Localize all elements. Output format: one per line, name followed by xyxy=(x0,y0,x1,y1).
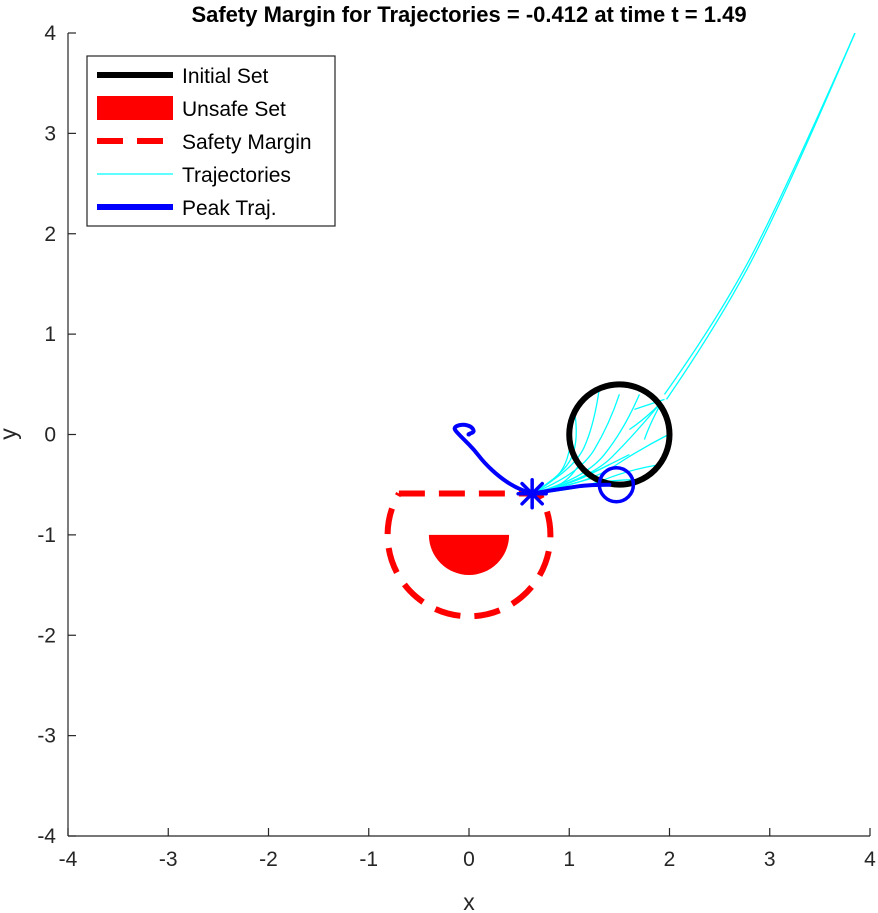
x-tick-label-2: -2 xyxy=(259,848,278,871)
x-tick-label-3: -1 xyxy=(359,848,378,871)
legend-label-3: Trajectories xyxy=(182,164,291,187)
chart-title: Safety Margin for Trajectories = -0.412 … xyxy=(191,2,746,27)
y-tick-label-0: -4 xyxy=(37,825,56,848)
trajectory-line-17 xyxy=(634,398,665,411)
trajectory-line-16 xyxy=(629,403,660,431)
trajectory-line-7 xyxy=(530,394,641,495)
legend-item-0: Initial Set xyxy=(97,65,269,88)
x-tick-label-1: -3 xyxy=(159,848,178,871)
y-tick-label-4: 0 xyxy=(44,424,56,447)
legend-label-4: Peak Traj. xyxy=(182,197,277,220)
y-tick-label-3: -1 xyxy=(37,524,56,547)
legend-item-1: Unsafe Set xyxy=(97,96,286,121)
trajectory-line-14 xyxy=(663,33,856,395)
x-tick-label-6: 2 xyxy=(664,848,676,871)
y-tick-label-5: 1 xyxy=(44,323,56,346)
y-tick-label-1: -3 xyxy=(37,725,56,748)
peak-point-marker xyxy=(516,477,548,510)
x-tick-label-8: 4 xyxy=(864,848,876,871)
x-tick-label-0: -4 xyxy=(59,848,78,871)
plot-area xyxy=(384,33,856,620)
legend-item-3: Trajectories xyxy=(97,164,291,187)
trajectory-line-6 xyxy=(530,394,620,495)
y-tick-label-7: 3 xyxy=(44,122,56,145)
legend-box xyxy=(86,55,336,227)
y-tick-label-2: -2 xyxy=(37,624,56,647)
x-tick-label-7: 3 xyxy=(764,848,776,871)
trajectory-line-5 xyxy=(530,388,600,495)
x-tick-label-5: 1 xyxy=(563,848,575,871)
y-tick-label-8: 4 xyxy=(44,22,56,45)
trajectory-line-15 xyxy=(665,33,856,400)
legend-swatch-1 xyxy=(97,96,173,120)
legend-label-0: Initial Set xyxy=(182,65,269,88)
legend-item-4: Peak Traj. xyxy=(97,197,277,220)
initial-set-circle xyxy=(566,381,673,488)
axes: -4 -3 -2 -1 0 1 2 3 4 -4 -3 -2 -1 0 1 2 3 4 xyxy=(37,22,876,871)
y-tick-label-6: 2 xyxy=(44,223,56,246)
legend-item-2: Safety Margin xyxy=(97,131,312,154)
legend-label-1: Unsafe Set xyxy=(182,98,286,121)
x-axis-label: x xyxy=(463,889,475,913)
legend-label-2: Safety Margin xyxy=(182,131,312,154)
peak-start-marker xyxy=(597,465,636,504)
unsafe-set-patch xyxy=(428,534,510,575)
legend: Initial Set Unsafe Set Safety Margin Trajec… xyxy=(86,55,336,227)
x-tick-label-4: 0 xyxy=(463,848,475,871)
y-axis-label: y xyxy=(0,428,21,440)
